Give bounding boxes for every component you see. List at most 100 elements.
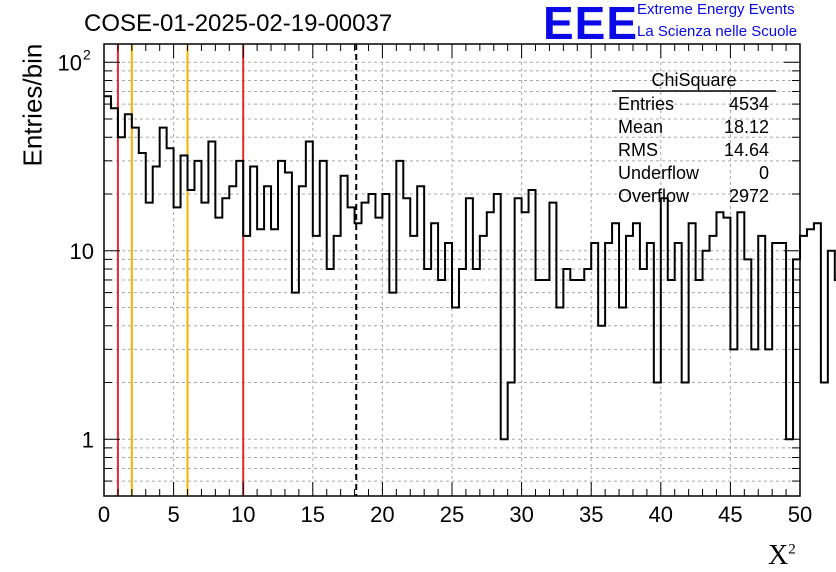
histogram-bin: [786, 439, 793, 496]
histogram-bin: [208, 141, 215, 496]
histogram-bin: [696, 280, 703, 496]
histogram-bin: [772, 243, 779, 496]
histogram-bin: [661, 198, 668, 496]
histogram-bin: [278, 161, 285, 496]
histogram-bin: [501, 439, 508, 496]
histogram-bin: [619, 308, 626, 496]
x-axis-label: X2: [768, 540, 796, 572]
stats-label: Mean: [618, 117, 663, 137]
stats-label: RMS: [618, 140, 658, 160]
histogram-bin: [751, 349, 758, 496]
x-tick-label: 25: [440, 502, 464, 527]
histogram-bin: [194, 161, 201, 496]
histogram-bin: [466, 198, 473, 496]
histogram-bin: [167, 148, 174, 496]
histogram-bin: [181, 156, 188, 496]
y-tick-label: 10: [70, 239, 94, 264]
histogram-bin: [146, 203, 153, 496]
histogram-bin: [765, 349, 772, 496]
histogram-bin: [640, 269, 647, 496]
stats-value: 14.64: [724, 140, 769, 160]
histogram-bin: [445, 243, 452, 496]
histogram-outline: [104, 95, 836, 441]
chart-title: COSE-01-2025-02-19-00037: [84, 10, 393, 37]
histogram-bin: [118, 137, 125, 496]
histogram-bin: [201, 203, 208, 496]
histogram-bin: [654, 383, 661, 496]
histogram-bin: [264, 186, 271, 496]
grid-layer: [103, 44, 801, 497]
histogram-bin: [334, 236, 341, 496]
histogram-bin: [104, 96, 111, 496]
histogram-bin: [716, 212, 723, 496]
histogram-bin: [689, 223, 696, 496]
y-tick-label: 10: [58, 50, 82, 75]
histogram-bin: [174, 207, 181, 496]
histogram-bin: [229, 186, 236, 496]
logo-line-2: La Scienza nelle Scuole: [637, 23, 798, 40]
histogram-bin: [549, 203, 556, 496]
histogram-bin: [807, 229, 814, 496]
x-tick-label: 5: [167, 502, 179, 527]
histogram-bin: [668, 280, 675, 496]
histogram-bin: [292, 293, 299, 496]
histogram-bin: [410, 236, 417, 496]
histogram-bin: [828, 251, 835, 496]
histogram-bin: [758, 236, 765, 496]
histogram-bin: [703, 251, 710, 496]
histogram-bin: [542, 280, 549, 496]
histogram-bin: [473, 269, 480, 496]
histogram-bin: [723, 218, 730, 496]
histogram-bin: [605, 243, 612, 496]
histogram-bin: [139, 153, 146, 496]
histogram-bin: [494, 194, 501, 496]
histogram-bin: [362, 203, 369, 496]
histogram-bin: [612, 223, 619, 496]
histogram-bin: [556, 308, 563, 496]
histogram-bin: [313, 236, 320, 496]
histogram-bin: [821, 383, 828, 496]
histogram-bin: [570, 280, 577, 496]
histogram-bin: [160, 128, 167, 496]
histogram-bin: [480, 236, 487, 496]
histogram-bin: [271, 229, 278, 496]
histogram-bin: [730, 349, 737, 496]
histogram-bin: [403, 198, 410, 496]
logo-line-1: Extreme Energy Events: [637, 1, 795, 18]
histogram-bin: [153, 166, 160, 496]
histogram-bin: [633, 223, 640, 496]
histogram-bin: [215, 218, 222, 496]
histogram-bin: [348, 207, 355, 496]
histogram-bin: [341, 176, 348, 496]
histogram-bin: [529, 190, 536, 496]
histogram-bin: [431, 223, 438, 496]
histogram-bin: [368, 194, 375, 496]
x-tick-label: 35: [579, 502, 603, 527]
histogram-bin: [424, 269, 431, 496]
histogram-bin: [306, 141, 313, 496]
histogram-bin: [710, 236, 717, 496]
histogram-bin: [222, 198, 229, 496]
histogram-bin: [591, 243, 598, 496]
histogram-bin: [243, 236, 250, 496]
histogram-bin: [188, 190, 195, 496]
histogram-bin: [779, 243, 786, 496]
histogram-bin: [459, 269, 466, 496]
histogram-bin: [675, 243, 682, 496]
histogram-bin: [536, 280, 543, 496]
stats-value: 2972: [729, 186, 769, 206]
histogram-bin: [389, 293, 396, 496]
x-tick-label: 50: [788, 502, 812, 527]
stats-value: 0: [759, 163, 769, 183]
x-tick-label: 15: [301, 502, 325, 527]
eee-logo-mark: EEE: [543, 0, 639, 49]
histogram-bin: [515, 198, 522, 496]
stats-box: ChiSquare Entries 4534 Mean 18.12 RMS 14.64 Und…: [612, 70, 776, 206]
histogram-bin: [682, 383, 689, 496]
histogram-bin: [800, 236, 807, 496]
stats-label: Overflow: [618, 186, 690, 206]
histogram-bin: [125, 114, 132, 496]
histogram-bin: [396, 161, 403, 496]
histogram-bin: [563, 269, 570, 496]
